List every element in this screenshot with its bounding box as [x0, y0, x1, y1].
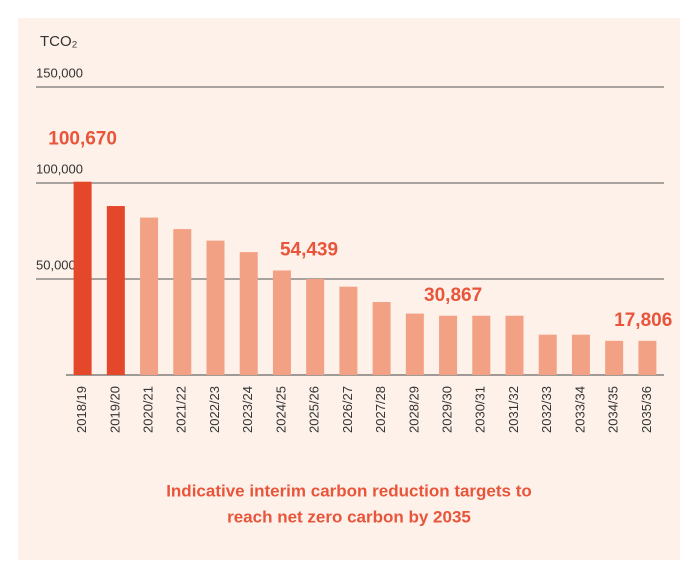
chart-title: Indicative interim carbon reduction targ… [166, 481, 532, 500]
bar [372, 302, 391, 375]
bar [272, 270, 291, 375]
x-tick-label: 2032/33 [539, 386, 554, 433]
y-axis-label: TCO₂ [40, 33, 78, 50]
bar [106, 206, 125, 375]
value-label: 30,867 [424, 285, 482, 306]
value-label: 17,806 [614, 310, 672, 331]
bar [638, 340, 657, 375]
y-tick-label: 150,000 [36, 65, 83, 80]
bar [605, 340, 624, 375]
bar [206, 240, 225, 375]
bar [472, 315, 491, 375]
x-tick-label: 2030/31 [473, 386, 488, 433]
x-tick-label: 2034/35 [606, 386, 621, 433]
x-tick-label: 2020/21 [140, 386, 155, 433]
y-tick-label: 50,000 [36, 257, 76, 272]
x-tick-label: 2021/22 [174, 386, 189, 433]
bar [538, 334, 557, 375]
bar [405, 313, 424, 375]
value-label: 100,670 [48, 129, 117, 150]
x-tick-label: 2029/30 [439, 386, 454, 433]
x-tick-label: 2019/20 [107, 386, 122, 433]
x-tick-label: 2028/29 [406, 386, 421, 433]
x-tick-label: 2025/26 [307, 386, 322, 433]
x-tick-label: 2024/25 [273, 386, 288, 433]
bar [173, 229, 192, 375]
x-tick-label: 2027/28 [373, 386, 388, 433]
bar [140, 217, 159, 375]
x-tick-label: 2035/36 [639, 386, 654, 433]
x-tick-label: 2018/19 [74, 386, 89, 433]
bar [439, 315, 458, 375]
chart-title: reach net zero carbon by 2035 [227, 507, 471, 526]
bar [239, 252, 258, 375]
x-tick-label: 2033/34 [572, 386, 587, 433]
bar [571, 334, 590, 375]
bar [73, 181, 92, 375]
x-tick-label: 2022/23 [207, 386, 222, 433]
bar [339, 286, 358, 375]
value-label: 54,439 [280, 239, 338, 260]
bar [505, 315, 524, 375]
y-tick-label: 100,000 [36, 161, 83, 176]
x-tick-label: 2031/32 [506, 386, 521, 433]
x-tick-label: 2023/24 [240, 386, 255, 433]
x-tick-label: 2026/27 [340, 386, 355, 433]
bar [306, 279, 325, 375]
